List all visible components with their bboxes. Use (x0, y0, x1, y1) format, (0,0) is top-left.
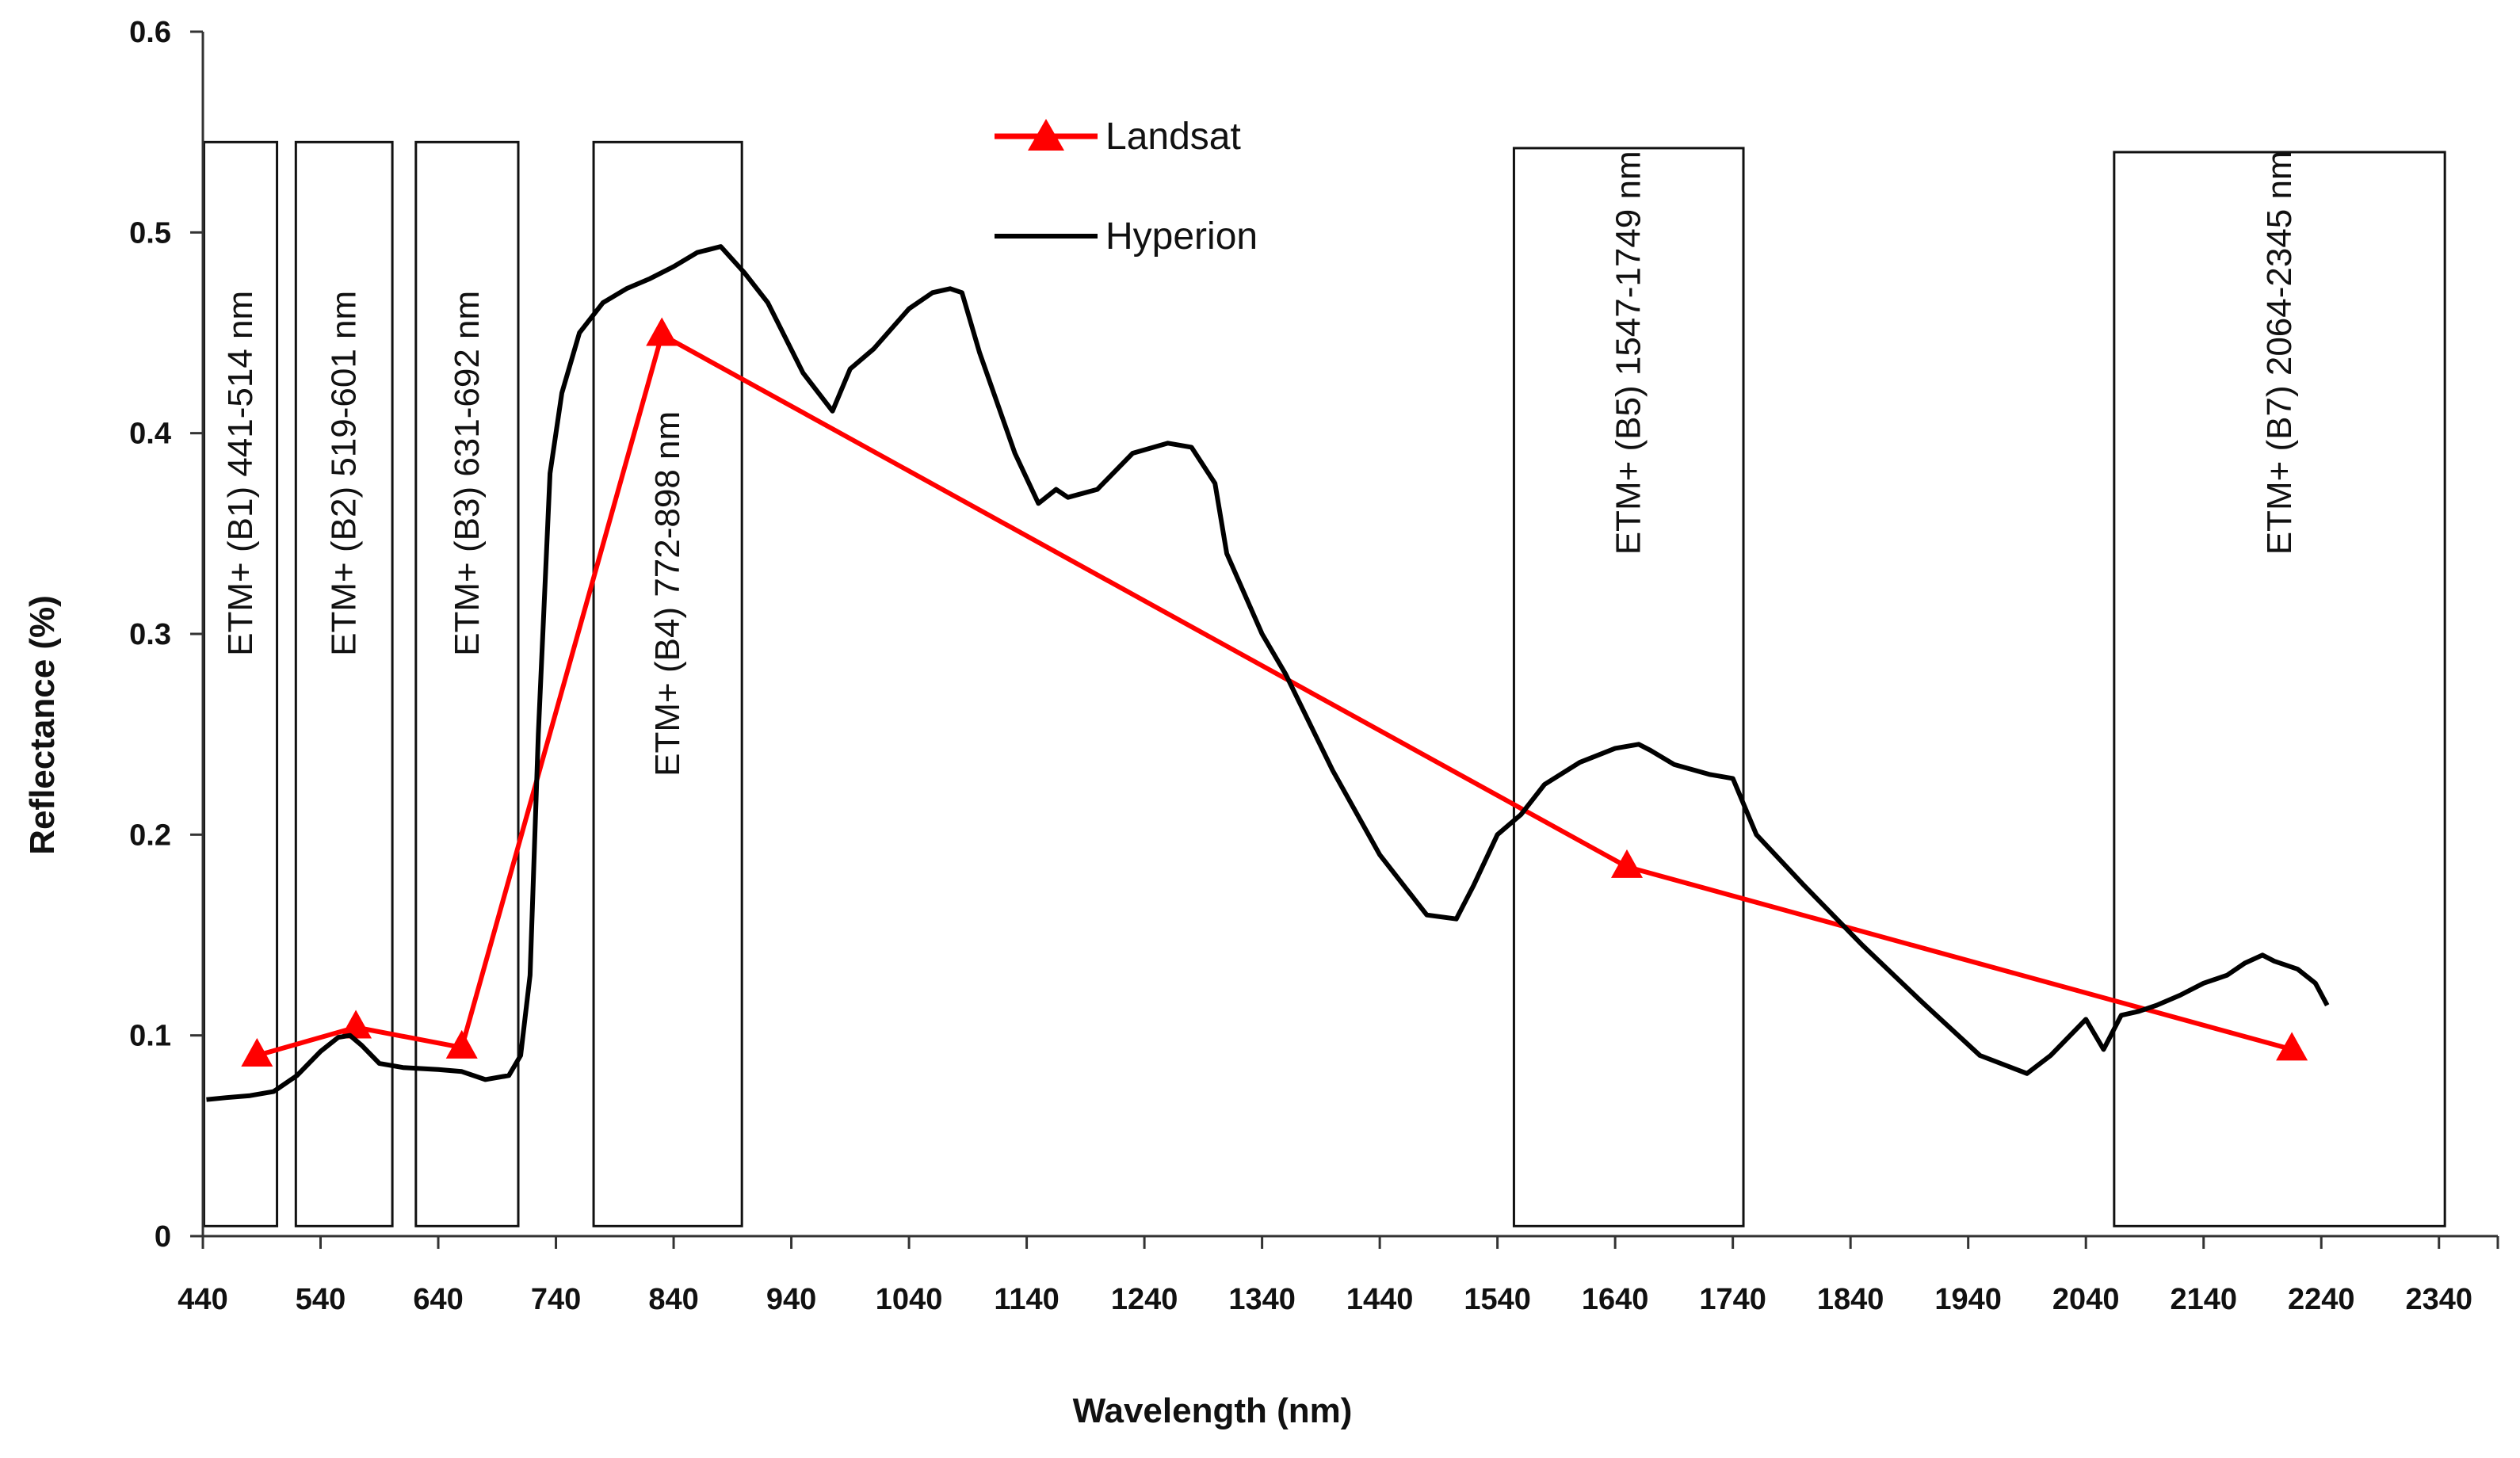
landsat-point-2 (340, 1010, 372, 1039)
y-tick-label-4: 0.4 (129, 418, 171, 451)
y-axis-title: Reflectance (%) (23, 595, 62, 855)
x-tick-label-1440: 1440 (1346, 1283, 1414, 1316)
x-tick-label-940: 940 (766, 1283, 816, 1316)
landsat-line (256, 332, 2293, 1058)
y-tick-label-6: 0.6 (129, 16, 171, 49)
axes (201, 32, 2498, 1238)
landsat-point-1 (241, 1038, 273, 1067)
x-axis-title: Wavelength (nm) (1073, 1391, 1353, 1430)
x-tick-label-740: 740 (531, 1283, 581, 1316)
band-label-2: ETM+ (B2) 519-601 nm (325, 291, 364, 656)
landsat-point-5 (1611, 849, 1644, 878)
landsat-point-4 (646, 317, 678, 346)
x-tick-label-1940: 1940 (1934, 1283, 2002, 1316)
band-label-5: ETM+ (B5) 1547-1749 nm (1609, 151, 1648, 555)
band-box-5 (1512, 147, 1745, 1227)
x-tick-label-2040: 2040 (2052, 1283, 2120, 1316)
landsat-point-6 (2276, 1032, 2308, 1061)
y-tick-label-2: 0.2 (129, 819, 171, 852)
x-tick-label-1740: 1740 (1699, 1283, 1766, 1316)
legend: Landsat Hyperion (995, 116, 1258, 258)
x-tick-label-1640: 1640 (1582, 1283, 1649, 1316)
x-tick-label-440: 440 (178, 1283, 227, 1316)
band-label-6: ETM+ (B7) 2064-2345 nm (2260, 151, 2299, 555)
legend-landsat-label: Landsat (1105, 116, 1241, 158)
band-box-4 (592, 140, 743, 1227)
band-label-4: ETM+ (B4) 772-898 nm (648, 411, 687, 777)
x-tick-label-1540: 1540 (1464, 1283, 1531, 1316)
band-label-3: ETM+ (B3) 631-692 nm (448, 291, 487, 656)
x-tick-label-640: 640 (413, 1283, 463, 1316)
x-tick-label-840: 840 (648, 1283, 698, 1316)
band-box-6 (2113, 151, 2446, 1227)
landsat-point-3 (445, 1029, 478, 1059)
tick-labels: 440 540 640 740 840 940 1040 1140 1240 1340 1440 15… (129, 16, 2499, 1316)
hyperion-line (206, 244, 2330, 1102)
x-tick-label-540: 540 (296, 1283, 346, 1316)
band-box-3 (414, 140, 520, 1227)
legend-hyperion-label: Hyperion (1105, 216, 1258, 258)
x-tick-label-2240: 2240 (2288, 1283, 2355, 1316)
legend-landsat-marker (1028, 119, 1064, 151)
band-label-1: ETM+ (B1) 441-514 nm (221, 291, 260, 656)
x-tick-label-2140: 2140 (2170, 1283, 2237, 1316)
y-tick-label-3: 0.3 (129, 618, 171, 651)
x-tick-label-1240: 1240 (1111, 1283, 1178, 1316)
x-tick-label-1840: 1840 (1817, 1283, 1884, 1316)
x-tick-label-1140: 1140 (994, 1283, 1059, 1316)
x-tick-label-2340: 2340 (2405, 1283, 2472, 1316)
y-tick-label-0: 0 (155, 1220, 171, 1254)
band-box-2 (294, 140, 394, 1227)
band-boxes: ETM+ (B1) 441-514 nm ETM+ (B2) 519-601 nm… (202, 140, 2446, 1227)
x-tick-label-1040: 1040 (876, 1283, 943, 1316)
y-tick-label-1: 0.1 (129, 1020, 171, 1053)
x-tick-label-1340: 1340 (1228, 1283, 1296, 1316)
y-tick-label-5: 0.5 (129, 216, 171, 250)
series-lines (206, 244, 2330, 1102)
